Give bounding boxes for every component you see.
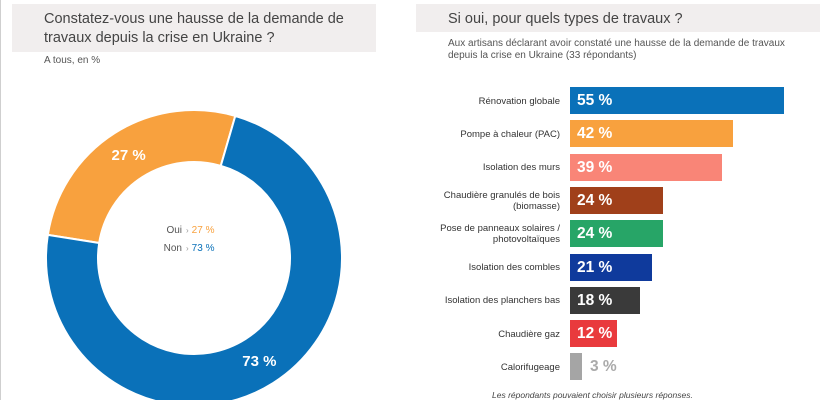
- bar-category-label: Rénovation globale: [478, 95, 560, 107]
- donut-title: Constatez-vous une hausse de la demande …: [12, 4, 376, 52]
- bar: [570, 186, 664, 214]
- bar-row: Isolation des combles 21 %: [418, 253, 818, 282]
- bar-value-label: 39 %: [577, 158, 613, 176]
- donut-slice-non: [45, 114, 343, 400]
- footnote: Les répondants pouvaient choisir plusieu…: [492, 390, 693, 400]
- bar-value-label: 24 %: [577, 225, 613, 243]
- bar-chart-subtitle: Aux artisans déclarant avoir constaté un…: [448, 38, 785, 61]
- left-edge-rule: [0, 0, 1, 400]
- bar: [570, 220, 664, 248]
- bar-category-label: Pompe à chaleur (PAC): [460, 128, 560, 140]
- bar-row: Isolation des planchers bas 18 %: [418, 286, 818, 315]
- bar-category-label: Isolation des planchers bas: [444, 295, 560, 307]
- bar-value-label: 42 %: [577, 125, 613, 143]
- bar-row: Rénovation globale 55 %: [418, 87, 818, 115]
- bar: [570, 153, 722, 181]
- donut-chart: 27 % 73 %: [45, 109, 343, 400]
- legend-value: 73 %: [191, 243, 215, 254]
- donut-legend: Oui › 27 % Non › 73 %: [140, 222, 215, 258]
- legend-item-oui: Oui › 27 %: [140, 222, 214, 240]
- chevron-right-icon: ›: [186, 226, 189, 235]
- bar-value-label: 24 %: [577, 191, 613, 209]
- bar-row: Calorifugeage 3 %: [418, 353, 818, 381]
- bar-value-label: 12 %: [577, 325, 613, 343]
- legend-value: 27 %: [191, 225, 215, 236]
- bar-category-label: Pose de panneaux solaires / photovoltaïq…: [440, 223, 560, 246]
- chevron-right-icon: ›: [186, 244, 189, 253]
- legend-label: Non: [163, 243, 182, 254]
- donut-value-label: 73 %: [242, 353, 276, 370]
- bar-value-label: 55 %: [577, 92, 613, 109]
- bar-row: Chaudière gaz 12 %: [418, 320, 818, 348]
- bar: [570, 87, 784, 114]
- donut-value-label: 27 %: [112, 147, 146, 164]
- bar: [570, 286, 641, 314]
- bar-row: Chaudière granulés de bois (biomasse) 24 …: [418, 186, 818, 215]
- bar: [570, 320, 617, 348]
- bar: [570, 120, 734, 148]
- bar-row: Pose de panneaux solaires / photovoltaïq…: [418, 220, 818, 248]
- bar-category-label: Chaudière granulés de bois (biomasse): [443, 189, 560, 212]
- bar-value-label: 18 %: [577, 291, 613, 309]
- bar-row: Pompe à chaleur (PAC) 42 %: [418, 120, 818, 148]
- bar-row: Isolation des murs 39 %: [418, 153, 818, 182]
- bar-value-label: 3 %: [590, 358, 617, 376]
- bar-chart-title: Si oui, pour quels types de travaux ?: [416, 4, 820, 32]
- bar-category-label: Chaudière gaz: [498, 328, 560, 340]
- donut-slice-oui: [46, 109, 237, 245]
- bar-category-label: Isolation des murs: [482, 162, 560, 174]
- bar: [570, 253, 652, 281]
- bar: [570, 353, 582, 381]
- bar-category-label: Isolation des combles: [468, 262, 560, 273]
- donut-subtitle: A tous, en %: [44, 55, 101, 66]
- bar-category-label: Calorifugeage: [500, 361, 560, 373]
- bar-value-label: 21 %: [577, 258, 613, 276]
- legend-label: Oui: [166, 225, 182, 236]
- legend-item-non: Non › 73 %: [140, 240, 215, 258]
